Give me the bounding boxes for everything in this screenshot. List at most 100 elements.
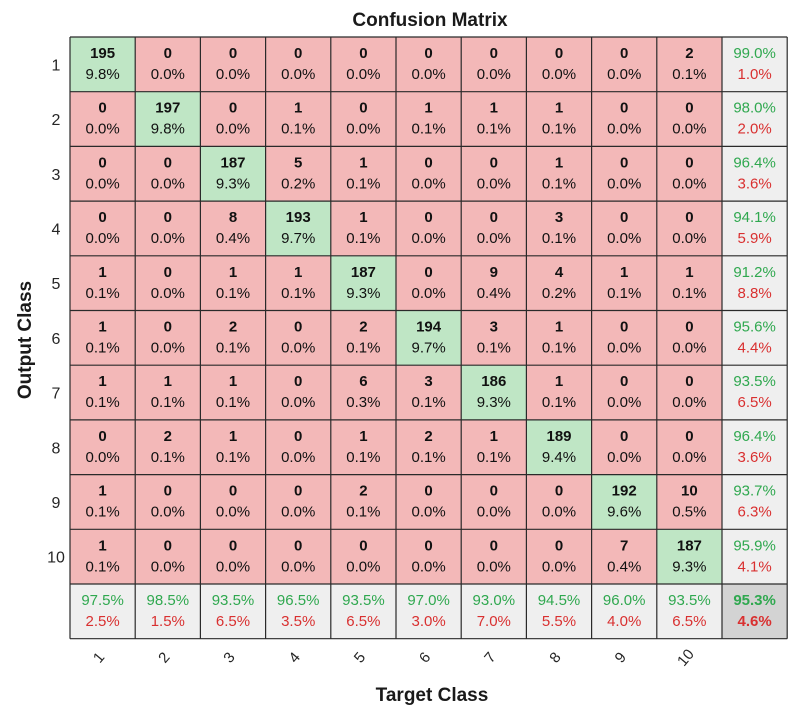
row-summary-error: 6.3%: [737, 504, 771, 521]
matrix-cell: [591, 365, 657, 420]
matrix-cell: [135, 255, 201, 311]
cell-percent-label: 0.0%: [607, 230, 641, 247]
cell-count-label: 0: [685, 100, 693, 117]
cell-count-label: 6: [359, 373, 367, 390]
matrix-cell: [591, 529, 657, 584]
cell-percent-label: 0.0%: [607, 449, 641, 466]
cell-percent-label: 0.0%: [85, 175, 119, 192]
cell-percent-label: 0.0%: [281, 558, 315, 575]
matrix-cell: [656, 146, 722, 202]
cell-percent-label: 0.1%: [411, 449, 445, 466]
row-tick-label: 4: [52, 221, 61, 238]
cell-percent-label: 0.1%: [346, 230, 380, 247]
col-summary-error: 1.5%: [151, 613, 185, 630]
matrix-cell: [396, 91, 462, 147]
matrix-cell: [265, 37, 331, 92]
matrix-cell: [70, 255, 136, 311]
row-summary-correct: 91.2%: [733, 264, 776, 281]
cell-count-label: 0: [490, 483, 498, 500]
cell-percent-label: 0.0%: [346, 121, 380, 138]
matrix-cell: [70, 310, 136, 366]
matrix-cell: [591, 255, 657, 311]
cell-count-label: 195: [90, 45, 115, 62]
cell-count-label: 0: [555, 537, 563, 554]
matrix-cell: [265, 201, 331, 256]
cell-percent-label: 9.4%: [542, 449, 576, 466]
matrix-cell: [265, 146, 331, 202]
matrix-cells: 1959.8%00.0%00.0%00.0%00.0%00.0%00.0%00.…: [70, 37, 722, 584]
row-summary-correct: 95.9%: [733, 537, 776, 554]
col-summary-error: 3.5%: [281, 613, 315, 630]
cell-count-label: 1: [620, 264, 628, 281]
cell-count-label: 187: [220, 154, 245, 171]
cell-percent-label: 0.0%: [281, 504, 315, 521]
matrix-cell: [591, 146, 657, 202]
cell-percent-label: 0.1%: [346, 340, 380, 357]
matrix-cell: [396, 365, 462, 420]
col-summary-error: 6.5%: [216, 613, 250, 630]
cell-count-label: 0: [620, 100, 628, 117]
cell-percent-label: 0.0%: [607, 394, 641, 411]
matrix-cell: [330, 37, 396, 92]
cell-count-label: 194: [416, 319, 442, 336]
cell-percent-label: 0.1%: [216, 340, 250, 357]
cell-count-label: 1: [229, 373, 237, 390]
matrix-cell: [70, 91, 136, 147]
cell-percent-label: 0.1%: [477, 449, 511, 466]
cell-count-label: 2: [359, 483, 367, 500]
matrix-cell: [656, 419, 722, 475]
cell-percent-label: 0.1%: [281, 285, 315, 302]
cell-percent-label: 9.6%: [607, 504, 641, 521]
matrix-cell: [70, 419, 136, 475]
row-summary-cell: [722, 91, 788, 147]
matrix-cell: [135, 201, 201, 256]
cell-percent-label: 0.1%: [542, 121, 576, 138]
cell-count-label: 0: [620, 45, 628, 62]
matrix-cell: [656, 91, 722, 147]
cell-count-label: 2: [424, 428, 432, 445]
cell-percent-label: 0.0%: [151, 340, 185, 357]
cell-percent-label: 0.1%: [216, 394, 250, 411]
cell-percent-label: 0.0%: [672, 449, 706, 466]
cell-count-label: 0: [98, 154, 106, 171]
matrix-cell: [70, 474, 136, 530]
cell-count-label: 1: [98, 483, 106, 500]
col-tick-label: 4: [286, 649, 304, 666]
matrix-cell: [330, 255, 396, 311]
matrix-cell: [200, 529, 266, 584]
cell-percent-label: 0.1%: [151, 394, 185, 411]
cell-percent-label: 0.0%: [151, 558, 185, 575]
row-summary-cell: [722, 201, 788, 256]
cell-percent-label: 0.0%: [281, 340, 315, 357]
matrix-cell: [330, 91, 396, 147]
cell-percent-label: 9.3%: [346, 285, 380, 302]
col-summary-error: 6.5%: [672, 613, 706, 630]
cell-percent-label: 0.0%: [151, 66, 185, 83]
cell-count-label: 2: [359, 319, 367, 336]
cell-percent-label: 0.0%: [281, 449, 315, 466]
matrix-cell: [200, 474, 266, 530]
cell-count-label: 192: [612, 483, 637, 500]
cell-percent-label: 0.0%: [477, 504, 511, 521]
cell-count-label: 0: [685, 209, 693, 226]
matrix-cell: [656, 310, 722, 366]
matrix-cell: [656, 474, 722, 530]
matrix-cell: [526, 310, 592, 366]
col-tick-label: 3: [220, 649, 238, 666]
cell-percent-label: 0.1%: [411, 121, 445, 138]
cell-percent-label: 9.3%: [216, 175, 250, 192]
matrix-cell: [330, 474, 396, 530]
cell-percent-label: 0.0%: [411, 558, 445, 575]
row-tick-label: 3: [52, 167, 61, 184]
cell-count-label: 1: [229, 428, 237, 445]
overall-error-label: 4.6%: [737, 613, 771, 630]
cell-count-label: 0: [685, 154, 693, 171]
cell-percent-label: 0.1%: [477, 121, 511, 138]
col-summary-correct: 93.5%: [212, 592, 255, 609]
cell-percent-label: 0.0%: [542, 558, 576, 575]
cell-percent-label: 0.1%: [216, 285, 250, 302]
cell-percent-label: 0.1%: [542, 394, 576, 411]
cell-count-label: 187: [677, 537, 702, 554]
matrix-cell: [656, 529, 722, 584]
col-tick-label: 7: [481, 649, 499, 666]
